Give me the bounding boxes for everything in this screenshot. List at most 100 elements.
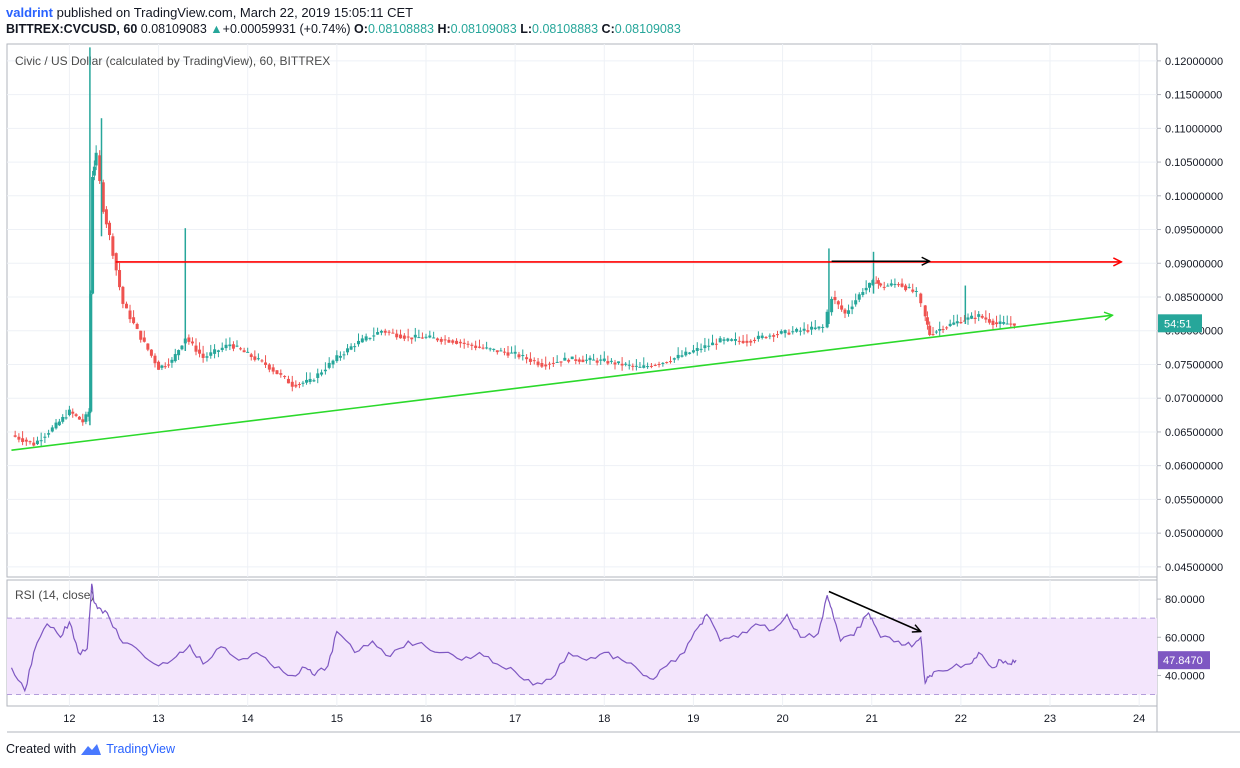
candle-body — [806, 330, 810, 332]
candle-body — [627, 364, 631, 366]
candle-body — [216, 350, 220, 352]
candle-body — [253, 356, 257, 360]
candle-body — [424, 336, 428, 338]
candle-body — [104, 209, 108, 225]
rsi-y-tick-label: 60.0000 — [1165, 632, 1205, 644]
y-tick-label: 0.06500000 — [1165, 427, 1223, 439]
candle-body — [548, 363, 552, 365]
candle-body — [907, 287, 911, 289]
candle-body — [387, 331, 391, 333]
candle-body — [642, 365, 646, 368]
rsi-band — [7, 618, 1157, 695]
candle-body — [28, 441, 32, 443]
author-link[interactable]: valdrint — [6, 5, 53, 20]
candle-body — [224, 344, 228, 349]
candle-body — [775, 334, 779, 336]
x-tick-label: 13 — [152, 713, 164, 725]
candle-body — [646, 366, 650, 368]
x-tick-label: 22 — [955, 713, 967, 725]
candle-body — [584, 359, 588, 361]
y-tick-label: 0.08500000 — [1165, 292, 1223, 304]
candle-body — [466, 343, 470, 345]
candle-body — [118, 270, 122, 288]
candle-body — [180, 345, 184, 350]
candle-body — [87, 411, 91, 417]
candle-body — [695, 347, 699, 351]
candle-body — [35, 440, 39, 445]
candle-body — [661, 362, 665, 364]
candle-body — [327, 362, 331, 368]
candle-body — [802, 328, 806, 331]
candle-body — [962, 320, 966, 322]
candle-body — [749, 340, 753, 343]
candle-body — [536, 361, 540, 366]
candle-body — [730, 339, 734, 341]
candle-body — [368, 337, 372, 339]
candle-body — [525, 357, 529, 360]
chart-title: Civic / US Dollar (calculated by Trading… — [15, 54, 330, 68]
candle-body — [61, 416, 65, 422]
candle-body — [833, 297, 837, 301]
candle-body — [1005, 323, 1009, 325]
candle-body — [570, 356, 574, 360]
candle-body — [684, 351, 688, 356]
candle-body — [135, 323, 139, 329]
candle-body — [857, 294, 861, 300]
candle-body — [733, 338, 737, 341]
candle-body — [43, 436, 47, 438]
candle-body — [420, 337, 424, 339]
support-line — [11, 315, 1112, 451]
candle-body — [108, 222, 112, 236]
candle-body — [555, 361, 559, 363]
candle-body — [952, 322, 956, 325]
candle-body — [861, 292, 865, 295]
candle-body — [714, 343, 718, 345]
candle-body — [893, 283, 897, 285]
candle-body — [914, 290, 918, 292]
y-tick-label: 0.11500000 — [1165, 90, 1222, 102]
candle-body — [242, 350, 246, 353]
candle-body — [896, 284, 900, 286]
candle-body — [737, 340, 741, 342]
candle-body — [973, 317, 977, 319]
candle-body — [413, 334, 417, 338]
candle-body — [163, 366, 167, 368]
x-tick-label: 17 — [509, 713, 521, 725]
candle-body — [391, 332, 395, 334]
y-tick-label: 0.05000000 — [1165, 528, 1223, 540]
candle-body — [588, 357, 592, 361]
candle-body — [606, 361, 610, 364]
candle-body — [609, 360, 613, 362]
tradingview-brand[interactable]: TradingView — [106, 742, 175, 756]
candle-body — [323, 369, 327, 372]
candle-body — [39, 440, 43, 442]
candle-body — [142, 337, 146, 342]
candle-body — [900, 283, 904, 287]
candle-body — [595, 360, 599, 363]
candle-body — [941, 329, 945, 331]
candle-body — [297, 384, 301, 386]
candle-body — [617, 361, 621, 364]
candle-body — [911, 289, 915, 292]
tradingview-logo-icon — [81, 744, 102, 755]
candle-body — [592, 359, 596, 361]
candle-body — [634, 365, 638, 367]
candle-body — [50, 427, 54, 432]
candle-body — [581, 359, 585, 363]
candle-body — [559, 361, 563, 363]
candle-body — [779, 331, 783, 334]
rsi-value-badge — [1158, 651, 1210, 670]
x-tick-label: 12 — [63, 713, 75, 725]
candle-body — [791, 331, 795, 333]
x-tick-label: 21 — [866, 713, 878, 725]
candle-body — [301, 382, 305, 384]
candle-body — [987, 319, 991, 323]
candle-body — [574, 359, 578, 361]
candle-body — [383, 330, 387, 333]
candle-body — [220, 347, 224, 351]
candle-body — [830, 298, 834, 313]
candle-body — [718, 338, 722, 343]
x-tick-label: 15 — [331, 713, 343, 725]
rsi-y-tick-label: 40.0000 — [1165, 670, 1205, 682]
